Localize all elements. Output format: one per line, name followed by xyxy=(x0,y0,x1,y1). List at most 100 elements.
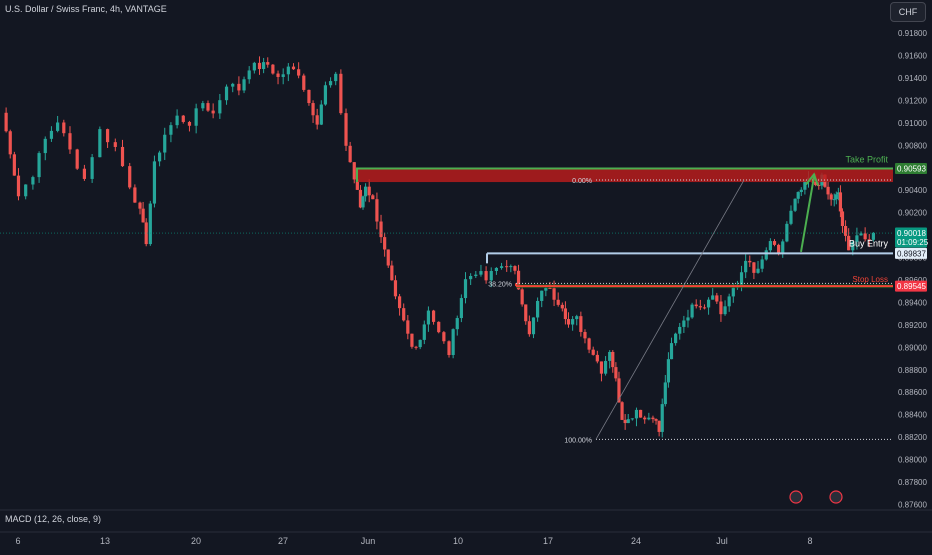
price-tick-label: 0.89200 xyxy=(898,321,927,330)
candle-body xyxy=(463,279,468,299)
candle-body xyxy=(358,189,363,208)
entry-price-badge-bg xyxy=(895,247,927,259)
price-tick-label: 0.91000 xyxy=(898,119,927,128)
price-tick-label: 0.87800 xyxy=(898,478,927,487)
candle-body xyxy=(540,290,544,301)
candle-body xyxy=(583,331,587,339)
current-price-badge: 0.90018 xyxy=(897,229,926,238)
price-tick-label: 0.90400 xyxy=(898,186,927,195)
candle-body xyxy=(817,185,821,187)
candle-body xyxy=(4,112,8,132)
candle-body xyxy=(803,180,807,190)
stop-loss-price-badge: 0.89545 xyxy=(897,282,926,291)
candle-body xyxy=(402,308,406,321)
candle-body xyxy=(595,354,599,362)
candle-body xyxy=(513,266,517,271)
candle-body xyxy=(639,409,643,418)
candle-body xyxy=(516,270,521,290)
fib-trend-line xyxy=(595,179,745,440)
price-axis-panel xyxy=(893,0,932,550)
candle-body xyxy=(706,299,711,308)
price-tick-label: 0.91400 xyxy=(898,74,927,83)
candle-body xyxy=(785,223,789,242)
price-tick-label: 0.91800 xyxy=(898,29,927,38)
price-tick-label: 0.90200 xyxy=(898,209,927,218)
candle-body xyxy=(867,239,871,241)
candle-body xyxy=(643,417,647,420)
candle-body xyxy=(789,210,793,224)
candle-body xyxy=(12,154,16,176)
candle-body xyxy=(148,203,152,245)
candle-body xyxy=(474,274,478,276)
candle-body xyxy=(838,192,843,212)
candle-body xyxy=(663,382,667,405)
fib-level-label: 0.00% xyxy=(572,178,592,185)
price-tick-label: 0.88000 xyxy=(898,456,927,465)
candle-body xyxy=(252,62,256,71)
stop-loss-price-badge-bg xyxy=(895,280,927,292)
candle-body xyxy=(361,196,365,208)
macd-indicator-label[interactable]: MACD (12, 26, close, 9) xyxy=(5,514,102,524)
candle-body xyxy=(698,306,702,308)
candle-body xyxy=(393,280,398,297)
price-tick-label: 0.89400 xyxy=(898,298,927,307)
candle-body xyxy=(678,326,682,334)
candle-body xyxy=(484,271,488,281)
candle-body xyxy=(397,296,402,309)
candle-body xyxy=(181,115,185,122)
candle-body xyxy=(157,152,162,162)
candle-body xyxy=(469,275,473,280)
candle-body xyxy=(133,187,137,203)
candle-body xyxy=(647,417,651,420)
time-tick-label: 13 xyxy=(100,536,110,546)
candle-body xyxy=(242,79,246,91)
candle-body xyxy=(410,333,414,347)
candle-body xyxy=(247,70,251,80)
candle-body xyxy=(674,333,678,344)
candle-body xyxy=(548,287,552,289)
candle-body xyxy=(859,233,863,236)
fib-level-label: 38.20% xyxy=(488,281,512,288)
candle-body xyxy=(414,346,418,348)
candle-body xyxy=(371,195,375,200)
candle-body xyxy=(719,301,723,315)
candle-body xyxy=(489,270,493,281)
time-tick-label: 24 xyxy=(631,536,641,546)
candle-body xyxy=(348,145,352,163)
up-arrow-head xyxy=(805,172,819,186)
candle-body xyxy=(623,419,627,424)
price-tick-label: 0.88200 xyxy=(898,433,927,442)
candle-body xyxy=(748,260,752,263)
candle-body xyxy=(31,177,35,185)
candle-body xyxy=(302,75,306,90)
candle-body xyxy=(690,304,694,318)
price-tick-label: 0.91200 xyxy=(898,96,927,105)
currency-button[interactable]: CHF xyxy=(890,2,926,22)
candle-body xyxy=(455,318,459,330)
symbol-title: U.S. Dollar / Swiss Franc, 4h, VANTAGE xyxy=(5,4,167,14)
candle-body xyxy=(843,226,848,236)
time-tick-label: 27 xyxy=(278,536,288,546)
candle-body xyxy=(723,306,727,315)
candle-body xyxy=(307,89,311,104)
candle-body xyxy=(579,316,583,332)
candle-body xyxy=(739,272,744,286)
candle-body xyxy=(571,319,575,325)
candle-body xyxy=(206,103,210,111)
candle-body xyxy=(591,349,595,355)
time-tick-label: 8 xyxy=(807,536,812,546)
candle-body xyxy=(796,192,800,199)
candle-body xyxy=(406,320,410,334)
candle-body xyxy=(363,186,368,197)
candle-body xyxy=(390,265,394,281)
candle-body xyxy=(418,339,422,348)
candle-body xyxy=(851,241,855,251)
candle-body xyxy=(660,404,664,432)
take-profit-price-badge-bg xyxy=(895,162,927,174)
candle-body xyxy=(731,287,735,297)
candle-body xyxy=(520,289,524,305)
candle-body xyxy=(847,235,851,251)
take-profit-annotation: Take Profit xyxy=(845,154,888,164)
